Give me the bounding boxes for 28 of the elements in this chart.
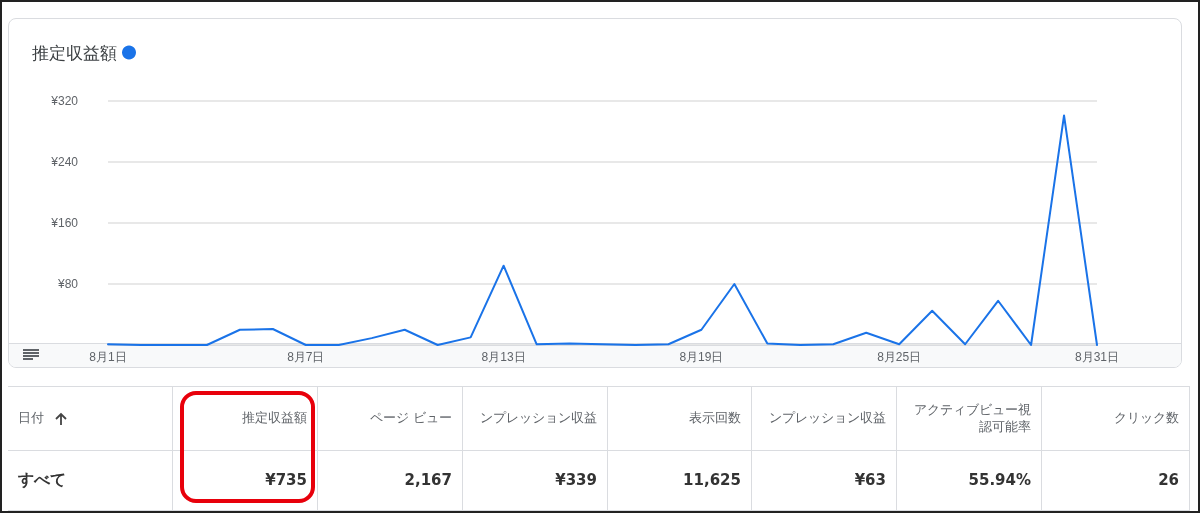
x-tick-label: 8月1日 [89,350,127,364]
line-series [107,114,1098,346]
text: ¥63 [752,451,897,511]
text: ンプレッション収益 [752,387,897,451]
x-tick-label: 8月25日 [877,350,922,364]
x-tick-label: 8月13日 [481,350,526,364]
text: アクティブビュー視認可能率 [897,387,1042,451]
text: 推定収益額 [173,387,318,451]
text: 11,625 [608,451,752,511]
text: ページ ビュー [318,387,463,451]
x-tick-label: 8月31日 [1074,350,1120,364]
text: 2,167 [318,451,463,511]
text: ンプレッション収益 [463,387,608,451]
y-tick-label: ¥160 [50,216,79,230]
text: ¥339 [463,451,608,511]
text: 表示回数 [608,387,752,451]
y-tick-label: ¥240 [50,155,79,169]
text: 55.94% [897,451,1042,511]
legend-label: 推定収益額 [32,42,117,63]
text: 日付 [8,387,173,451]
text: ¥735 [173,451,318,511]
x-tick-label: 8月7日 [287,350,325,364]
text: クリック数 [1042,387,1190,451]
y-tick-label: ¥320 [50,94,79,108]
text: すべて [8,451,173,511]
text: 26 [1042,451,1190,511]
x-tick-label: 8月19日 [679,350,724,364]
y-tick-label: ¥80 [56,277,79,291]
